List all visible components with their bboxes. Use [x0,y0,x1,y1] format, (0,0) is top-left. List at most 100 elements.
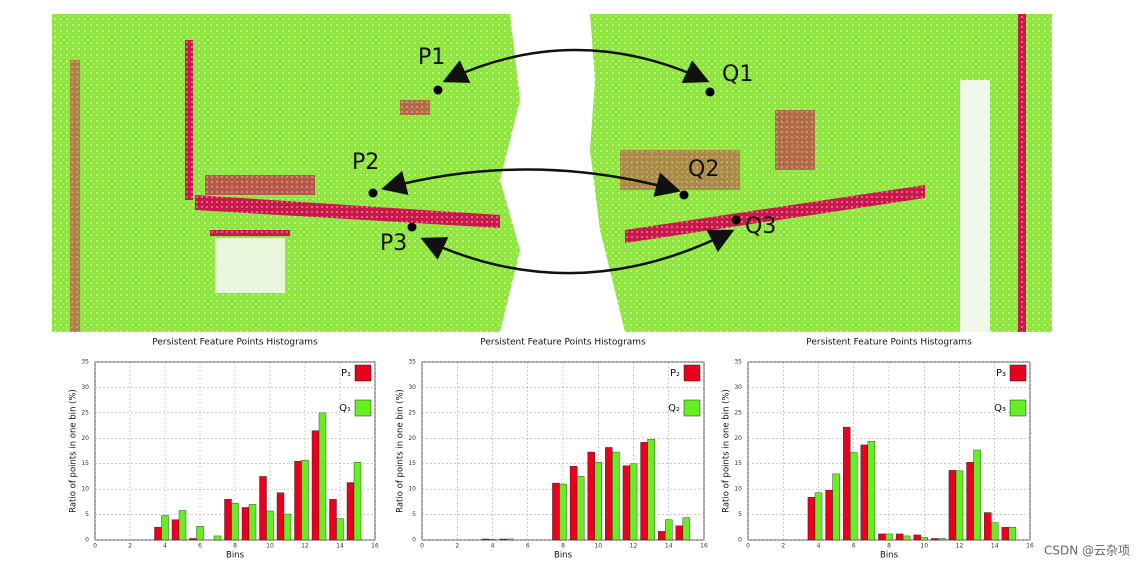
x-tick-label: 4 [817,543,821,550]
x-tick-label: 2 [455,543,459,550]
bar [224,499,232,541]
legend-label: P₂ [670,368,680,379]
legend-swatch [683,399,701,417]
bar [178,510,187,541]
bar [506,538,514,541]
bar [867,441,876,541]
x-axis-label: Bins [226,551,245,561]
x-tick-label: 14 [336,543,344,550]
x-tick-label: 14 [991,543,999,550]
bar [902,535,911,541]
chart-title: Persistent Feature Points Histograms [480,338,646,348]
chart-title: Persistent Feature Points Histograms [806,338,972,348]
bar [640,442,648,541]
bar [154,527,162,541]
bar [569,466,578,541]
bar [807,497,816,541]
y-tick-label: 15 [734,460,742,467]
x-tick-label: 0 [746,543,750,550]
bar [895,533,904,541]
bar [938,538,946,541]
bar [294,460,302,541]
bar [336,518,344,541]
bar [675,525,684,541]
y-tick-label: 35 [81,359,89,366]
bar [231,503,239,541]
bar [1001,527,1010,541]
point-label: Q1 [722,62,753,87]
bar [559,483,567,541]
x-tick-label: 6 [198,543,202,550]
x-tick-label: 6 [526,543,530,550]
y-tick-label: 5 [412,511,416,518]
y-tick-label: 15 [81,460,89,467]
bar [832,473,840,541]
bar [266,510,274,541]
legend-swatch [354,399,372,417]
x-tick-label: 4 [491,543,495,550]
bar [552,482,560,541]
bar [576,476,585,541]
x-tick-label: 16 [371,543,379,550]
bar [481,538,490,541]
y-tick-label: 5 [738,511,742,518]
y-tick-label: 0 [412,537,416,544]
bar [196,526,204,541]
x-tick-label: 10 [920,543,928,550]
bar [259,476,267,541]
bar [629,463,638,541]
y-tick-label: 25 [734,409,742,416]
bar [920,537,928,541]
bar [1008,527,1017,541]
bar [499,538,507,541]
y-tick-label: 20 [734,435,742,442]
bar [189,538,197,541]
y-tick-label: 0 [85,537,89,544]
bar [161,515,169,541]
x-tick-label: 14 [665,543,673,550]
bar [213,535,222,541]
x-tick-label: 12 [630,543,638,550]
x-tick-label: 12 [301,543,309,550]
x-tick-label: 16 [700,543,708,550]
y-tick-label: 15 [408,460,416,467]
bar [665,519,673,541]
y-tick-label: 10 [81,486,89,493]
bar [825,489,833,541]
point-label: Q3 [745,214,776,239]
point-label: P1 [418,45,445,70]
y-tick-label: 30 [81,384,89,391]
bar [283,513,292,541]
bar [931,538,939,541]
legend-label: P₁ [341,368,351,379]
bar [171,519,180,541]
bar [276,492,285,541]
y-tick-label: 25 [408,409,416,416]
bar [860,444,869,541]
legend-swatch [1009,399,1027,417]
point-label: Q2 [688,157,719,182]
correspondences: P1 Q1 P2 Q2 P3 Q3 [352,45,776,275]
y-axis-label: Ratio of points in one bin (%) [69,389,79,513]
y-tick-label: 20 [81,435,89,442]
legend-label: Q₁ [339,403,351,414]
bar [587,451,595,541]
bar [966,461,974,541]
y-tick-label: 30 [408,384,416,391]
bar [346,482,355,541]
bar [842,426,851,541]
bar [878,533,886,541]
chart-title: Persistent Feature Points Histograms [152,338,318,348]
bar [329,499,337,541]
x-tick-label: 12 [956,543,964,550]
bar [885,533,893,541]
bar [682,517,691,541]
watermark: CSDN @云杂项 [1044,544,1130,558]
legend-label: Q₂ [668,403,680,414]
bar [353,461,362,541]
legend-swatch [1009,364,1027,382]
bar [991,522,999,541]
x-tick-label: 2 [128,543,132,550]
x-tick-label: 8 [887,543,891,550]
x-tick-label: 8 [561,543,565,550]
